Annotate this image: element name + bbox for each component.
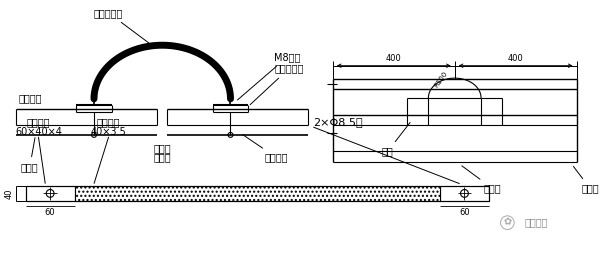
Text: 2×Φ8.5孔: 2×Φ8.5孔 [313, 117, 363, 127]
Text: 挂锡铜板: 挂锡铜板 [26, 117, 50, 127]
Text: 400: 400 [386, 54, 401, 63]
Text: R100: R100 [433, 70, 449, 89]
Text: 支架: 支架 [382, 123, 410, 156]
Text: M8螺栓: M8螺栓 [238, 52, 301, 100]
Text: 40×3.5: 40×3.5 [91, 127, 127, 137]
Bar [26, 186, 74, 201]
Text: 铜质连接带: 铜质连接带 [94, 8, 152, 45]
Bar [440, 186, 489, 201]
Text: 60×40×4: 60×40×4 [15, 127, 62, 137]
Text: 电工之家: 电工之家 [525, 218, 548, 228]
Text: 40: 40 [5, 188, 14, 199]
Bar [74, 186, 440, 201]
Text: 伸缩缝: 伸缩缝 [154, 143, 171, 153]
Text: ✿: ✿ [503, 218, 511, 228]
Text: 铜编织带: 铜编织带 [97, 117, 121, 127]
Text: 伸缩缝: 伸缩缝 [462, 166, 502, 194]
Text: 避雷带: 避雷带 [574, 166, 599, 194]
Text: 60: 60 [459, 208, 470, 217]
Text: 混凝土板: 混凝土板 [19, 93, 43, 103]
Text: 沉降缝: 沉降缝 [154, 153, 171, 163]
Text: 火泥熔接: 火泥熔接 [242, 134, 288, 163]
Text: 400: 400 [508, 54, 524, 63]
Text: 避雷带: 避雷带 [21, 138, 38, 172]
Text: 接地端子板: 接地端子板 [250, 63, 304, 105]
Text: 60: 60 [45, 208, 55, 217]
